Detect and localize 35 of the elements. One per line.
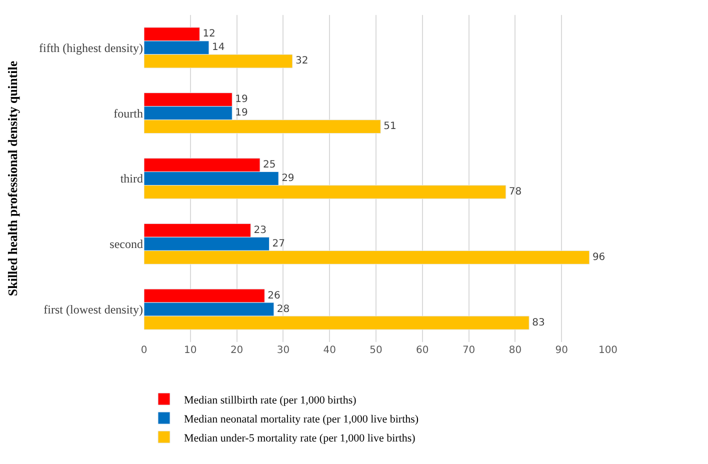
x-tick-label: 0 (140, 345, 148, 356)
data-label: 23 (254, 224, 266, 236)
y-tick-label: fifth (highest density) (39, 40, 143, 55)
x-tick-label: 90 (555, 345, 568, 356)
x-tick-label: 70 (462, 345, 476, 356)
data-label: 28 (276, 304, 290, 315)
y-tick-label: second (110, 237, 143, 252)
x-tick-label: 30 (276, 345, 290, 356)
x-tick-label: 60 (416, 345, 429, 356)
data-label: 25 (263, 159, 276, 170)
x-tick-label: 10 (184, 345, 197, 356)
data-label: 19 (235, 94, 248, 106)
data-label: 96 (592, 252, 606, 263)
data-label: 14 (212, 42, 225, 54)
data-label: 83 (532, 317, 545, 328)
y-tick-label: first (lowest density) (44, 302, 143, 316)
x-tick-label: 20 (230, 345, 244, 356)
data-label: 27 (272, 238, 286, 250)
x-tick-label: 80 (508, 345, 522, 356)
data-label: 29 (282, 173, 294, 184)
y-axis-title: Skilled health professional density quintile (4, 60, 20, 296)
x-tick-label: 50 (370, 345, 382, 356)
data-label: 32 (295, 56, 308, 67)
y-tick-label: third (120, 172, 143, 186)
legend-label: Median under-5 mortality rate (per 1,000 live births) (184, 432, 416, 444)
legend-label: Median neonatal mortality rate (per 1,000 live births) (184, 413, 419, 426)
x-tick-label: 100 (598, 345, 618, 356)
x-tick-label: 40 (323, 345, 336, 356)
data-label: 19 (235, 108, 248, 119)
legend-label: Median stillbirth rate (per 1,000 births) (184, 394, 357, 406)
data-label: 12 (202, 28, 216, 40)
data-label: 51 (384, 121, 396, 132)
y-tick-label: fourth (114, 106, 143, 120)
data-label: 78 (508, 186, 522, 198)
data-label: 26 (268, 290, 280, 302)
